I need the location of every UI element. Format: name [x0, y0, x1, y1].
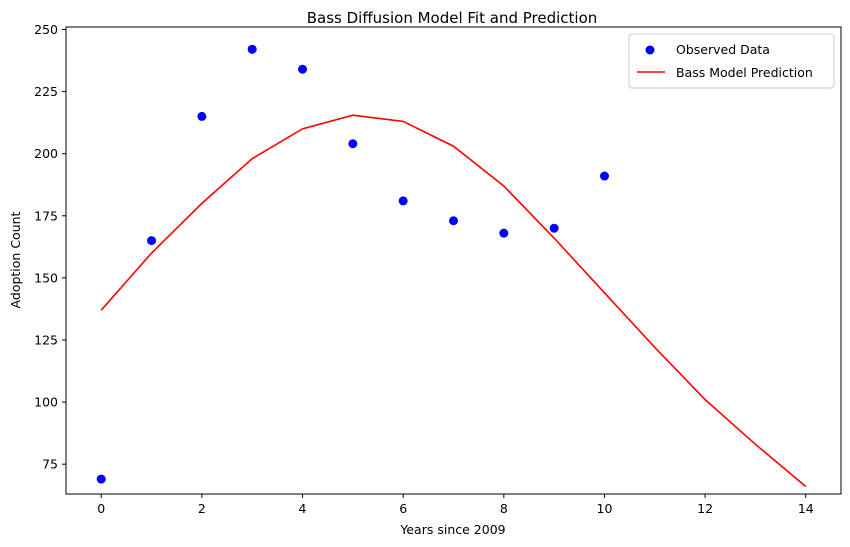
legend: Observed Data Bass Model Prediction: [628, 33, 835, 89]
plot-area: [96, 44, 807, 488]
x-tick-label: 4: [299, 501, 307, 516]
axes-frame: [65, 26, 842, 495]
y-tick-label: 200: [34, 146, 58, 161]
x-tick-label: 10: [597, 501, 613, 516]
legend-marker-observed: [645, 45, 655, 55]
observed-point: [398, 196, 408, 206]
x-tick-label: 12: [697, 501, 713, 516]
y-tick-label: 75: [42, 457, 58, 472]
observed-point: [499, 228, 509, 238]
x-tick-label: 8: [500, 501, 508, 516]
legend-label-prediction: Bass Model Prediction: [676, 65, 813, 80]
observed-point: [147, 236, 157, 246]
x-tick-label: 2: [198, 501, 206, 516]
y-tick-label: 100: [34, 395, 58, 410]
observed-point: [96, 474, 106, 484]
observed-point: [348, 139, 358, 149]
observed-point: [298, 64, 308, 74]
y-tick-label: 150: [34, 270, 58, 285]
y-tick-label: 250: [34, 22, 58, 37]
y-axis-label: Adoption Count: [8, 211, 23, 308]
y-axis: 75 100 125 150 175 200 225 250: [34, 22, 66, 472]
observed-point: [449, 216, 458, 226]
legend-box: [628, 33, 835, 89]
y-tick-label: 125: [34, 332, 58, 347]
legend-label-observed: Observed Data: [676, 42, 770, 57]
observed-point: [197, 111, 207, 121]
x-axis-label: Years since 2009: [399, 522, 505, 537]
x-axis: 0 2 4 6 8 10 12 14: [97, 494, 814, 516]
observed-point: [247, 44, 257, 54]
prediction-line: [100, 114, 807, 488]
y-tick-label: 225: [34, 84, 58, 99]
observed-point: [549, 223, 559, 233]
x-tick-label: 0: [97, 501, 105, 516]
y-tick-label: 175: [34, 208, 58, 223]
x-tick-label: 14: [798, 501, 814, 516]
observed-point: [599, 171, 609, 181]
chart-title: Bass Diffusion Model Fit and Prediction: [307, 9, 598, 27]
x-tick-label: 6: [399, 501, 407, 516]
